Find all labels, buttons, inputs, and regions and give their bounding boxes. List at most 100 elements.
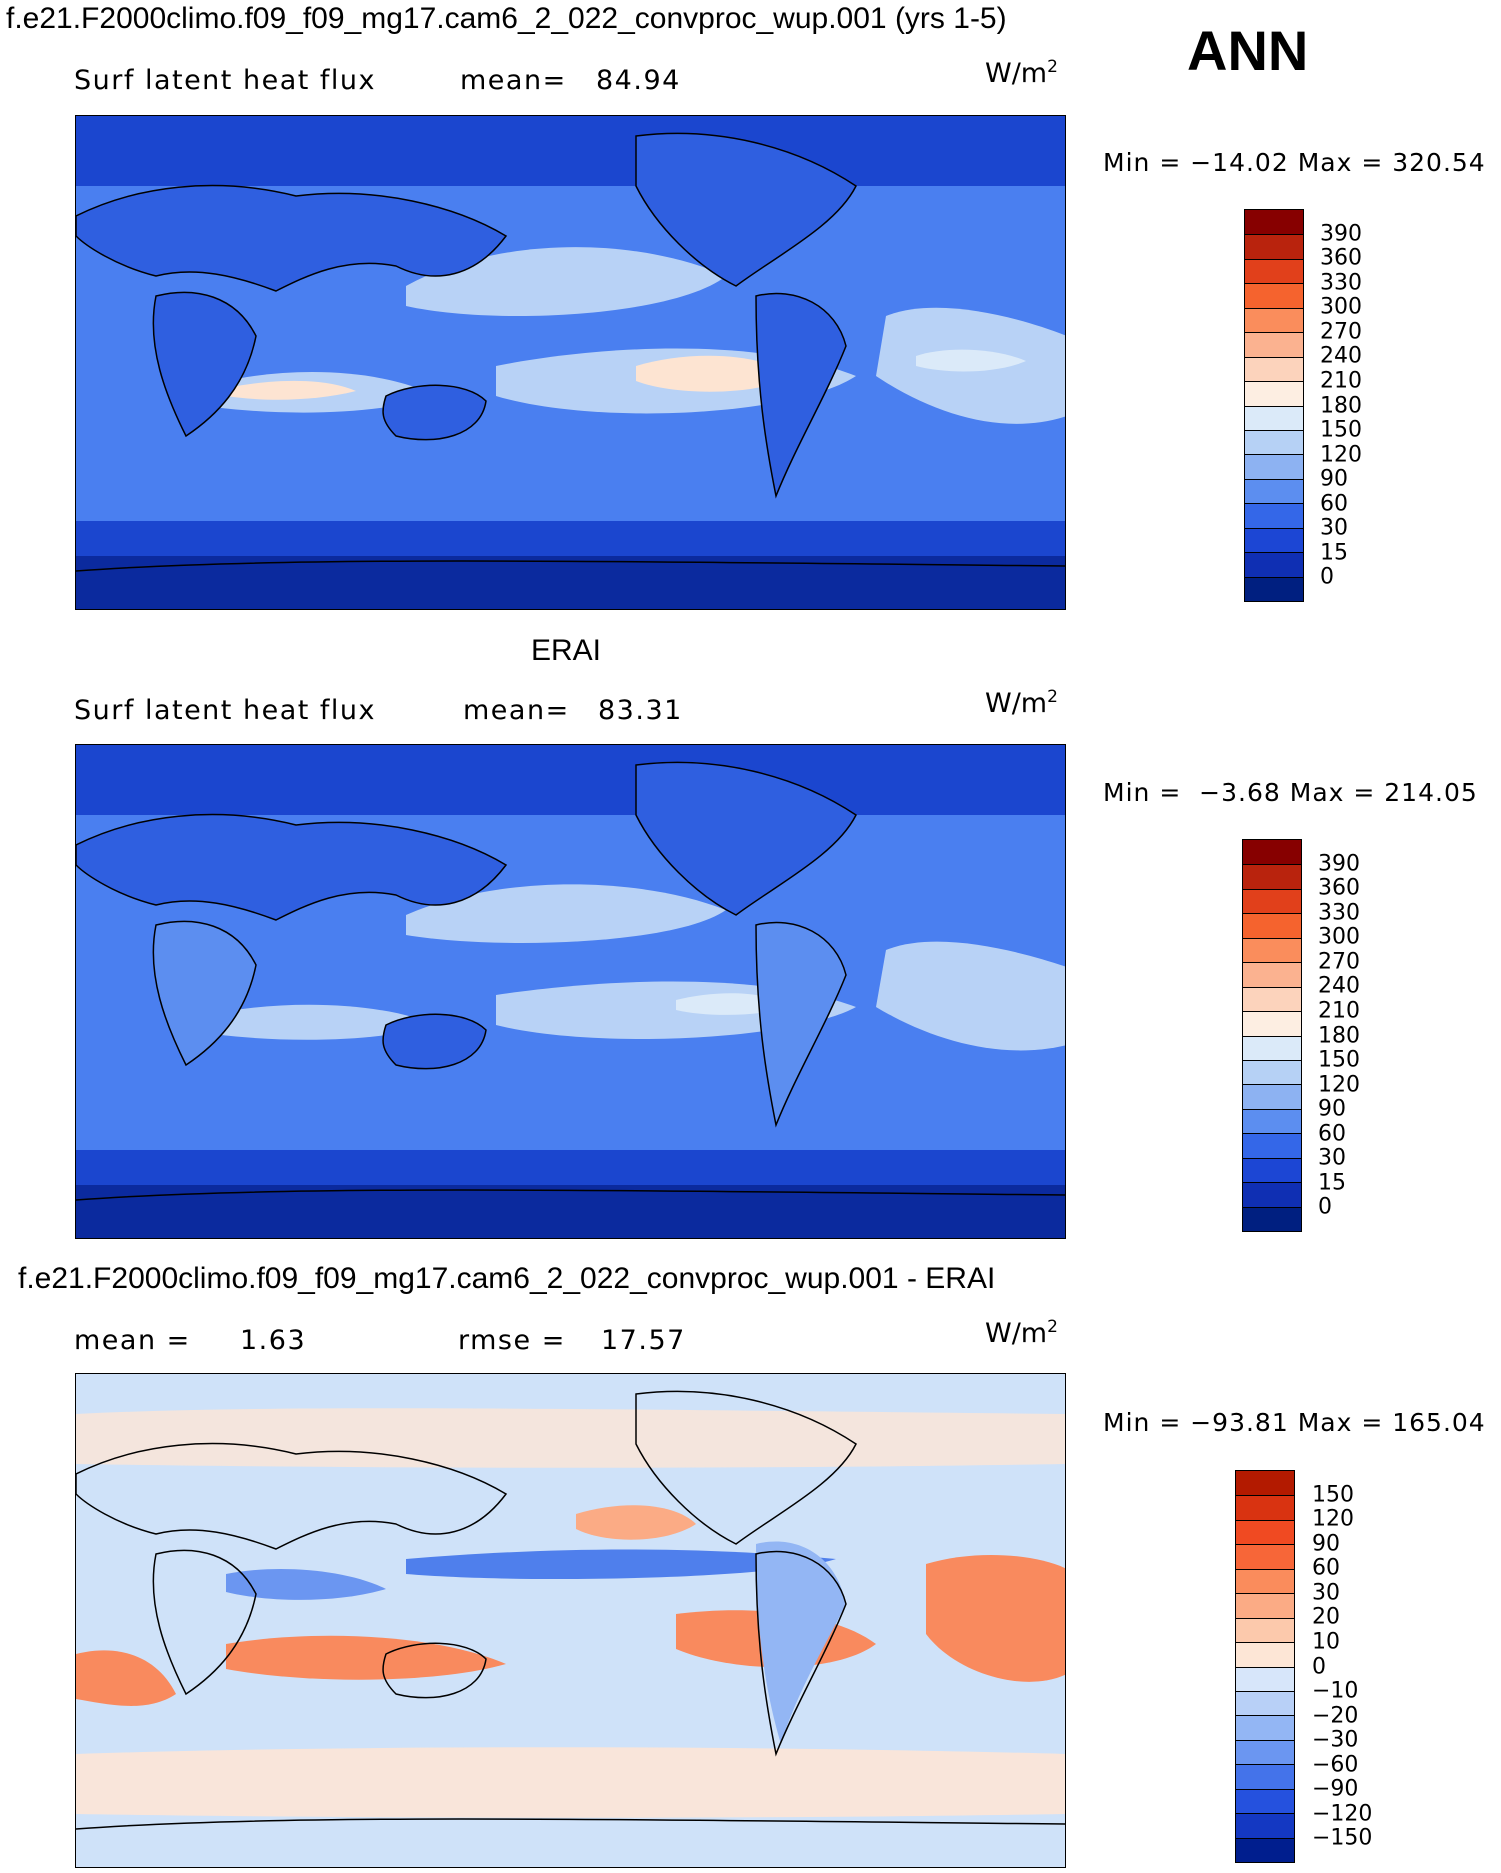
- colorbar-swatch: [1236, 1715, 1294, 1740]
- colorbar-tick-label: 210: [1318, 998, 1360, 1024]
- colorbar-swatch: [1236, 1544, 1294, 1569]
- colorbar-tick-label: 300: [1320, 294, 1362, 320]
- diff-rmse-value: 17.57: [601, 1325, 686, 1356]
- colorbar-tick-label: 300: [1318, 924, 1360, 950]
- colorbar-swatch: [1245, 429, 1303, 455]
- case-title: f.e21.F2000climo.f09_f09_mg17.cam6_2_022…: [6, 2, 1007, 35]
- colorbar-swatch: [1245, 210, 1303, 235]
- diff-colorbar-labels: 150 120 90 60 30 20 10 0 −10 −20 −30 −60 −90 −120 −150: [1312, 1470, 1392, 1863]
- colorbar-swatch: [1243, 1084, 1301, 1109]
- colorbar-swatch: [1245, 258, 1303, 284]
- colorbar-swatch: [1243, 1035, 1301, 1060]
- colorbar-tick-label: 90: [1312, 1531, 1340, 1557]
- colorbar-swatch: [1236, 1593, 1294, 1618]
- colorbar-tick-label: −10: [1312, 1678, 1359, 1704]
- colorbar-swatch: [1243, 937, 1301, 963]
- model-mean-label: mean=: [460, 65, 567, 96]
- model-map: [75, 115, 1066, 610]
- colorbar-swatch: [1236, 1764, 1294, 1789]
- colorbar-swatch: [1245, 478, 1303, 504]
- colorbar-swatch: [1236, 1739, 1294, 1765]
- colorbar-tick-label: −120: [1312, 1801, 1373, 1827]
- model-mean-value: 84.94: [596, 65, 681, 96]
- diff-minmax: Min = −93.81 Max = 165.04: [1103, 1408, 1486, 1437]
- model-variable-label: Surf latent heat flux: [74, 65, 377, 96]
- colorbar-swatch: [1243, 962, 1301, 987]
- colorbar-tick-label: 180: [1320, 393, 1362, 418]
- model-colorbar-labels: 390 360 330 300 270 240 210 180 150 120 90 60 30 15 0: [1320, 209, 1400, 602]
- colorbar-swatch: [1245, 503, 1303, 528]
- diff-colorbar: [1235, 1470, 1295, 1863]
- colorbar-tick-label: 15: [1318, 1170, 1346, 1196]
- colorbar-tick-label: 15: [1320, 540, 1348, 566]
- obs-variable-label: Surf latent heat flux: [74, 695, 377, 726]
- colorbar-tick-label: 30: [1318, 1145, 1346, 1171]
- colorbar-tick-label: 0: [1320, 564, 1334, 590]
- coastline-shapes: [76, 184, 508, 292]
- colorbar-swatch: [1243, 840, 1301, 865]
- diff-rmse-label: rmse =: [458, 1325, 566, 1356]
- colorbar-swatch: [1236, 1519, 1294, 1545]
- colorbar-swatch: [1236, 1642, 1294, 1667]
- obs-map-field: [76, 745, 1065, 1238]
- colorbar-tick-label: 150: [1318, 1047, 1360, 1073]
- colorbar-swatch: [1236, 1690, 1294, 1716]
- colorbar-swatch: [1245, 381, 1303, 406]
- colorbar-swatch: [1236, 1813, 1294, 1838]
- obs-heading: ERAI: [531, 634, 602, 667]
- colorbar-swatch: [1236, 1471, 1294, 1496]
- colorbar-swatch: [1243, 913, 1301, 938]
- colorbar-tick-label: 60: [1312, 1555, 1340, 1581]
- colorbar-swatch: [1236, 1837, 1294, 1862]
- colorbar-swatch: [1243, 1157, 1301, 1183]
- diff-map-field: [76, 1374, 1065, 1867]
- colorbar-swatch: [1245, 405, 1303, 430]
- obs-colorbar: [1242, 839, 1302, 1232]
- colorbar-tick-label: 330: [1320, 270, 1362, 296]
- obs-mean-value: 83.31: [598, 695, 683, 726]
- colorbar-tick-label: 240: [1318, 973, 1360, 999]
- colorbar-tick-label: −20: [1312, 1703, 1359, 1729]
- colorbar-tick-label: 390: [1318, 851, 1360, 877]
- colorbar-tick-label: 60: [1320, 491, 1348, 517]
- obs-units: W/m2: [985, 687, 1058, 719]
- colorbar-swatch: [1245, 527, 1303, 553]
- colorbar-tick-label: −150: [1312, 1825, 1373, 1851]
- colorbar-tick-label: 0: [1312, 1654, 1326, 1679]
- colorbar-tick-label: 90: [1318, 1096, 1346, 1122]
- model-minmax: Min = −14.02 Max = 320.54: [1103, 148, 1486, 177]
- colorbar-tick-label: 30: [1312, 1580, 1340, 1606]
- colorbar-tick-label: −60: [1312, 1752, 1359, 1778]
- colorbar-tick-label: 120: [1312, 1506, 1354, 1532]
- obs-mean-label: mean=: [463, 695, 570, 726]
- colorbar-swatch: [1245, 307, 1303, 333]
- colorbar-swatch: [1245, 332, 1303, 357]
- colorbar-tick-label: 30: [1320, 515, 1348, 541]
- colorbar-tick-label: 390: [1320, 221, 1362, 247]
- colorbar-swatch: [1245, 283, 1303, 308]
- colorbar-swatch: [1245, 234, 1303, 259]
- diff-units: W/m2: [985, 1317, 1058, 1349]
- diff-heading: f.e21.F2000climo.f09_f09_mg17.cam6_2_022…: [18, 1262, 996, 1295]
- colorbar-tick-label: 270: [1318, 949, 1360, 975]
- model-map-field: [76, 116, 1065, 609]
- colorbar-tick-label: 0: [1318, 1194, 1332, 1220]
- colorbar-swatch: [1243, 1108, 1301, 1134]
- obs-minmax: Min = −3.68 Max = 214.05: [1103, 778, 1478, 807]
- colorbar-swatch: [1243, 1011, 1301, 1036]
- colorbar-tick-label: 210: [1320, 368, 1362, 394]
- colorbar-tick-label: 120: [1318, 1072, 1360, 1098]
- colorbar-swatch: [1236, 1617, 1294, 1643]
- colorbar-tick-label: 360: [1320, 245, 1362, 271]
- colorbar-swatch: [1245, 576, 1303, 601]
- colorbar-tick-label: 150: [1312, 1482, 1354, 1508]
- colorbar-tick-label: 120: [1320, 442, 1362, 468]
- colorbar-tick-label: 60: [1318, 1121, 1346, 1147]
- colorbar-swatch: [1245, 454, 1303, 479]
- colorbar-swatch: [1243, 888, 1301, 914]
- model-units: W/m2: [985, 57, 1058, 89]
- colorbar-tick-label: −30: [1312, 1727, 1359, 1753]
- model-colorbar: [1244, 209, 1304, 602]
- colorbar-swatch: [1245, 356, 1303, 382]
- colorbar-swatch: [1243, 1206, 1301, 1231]
